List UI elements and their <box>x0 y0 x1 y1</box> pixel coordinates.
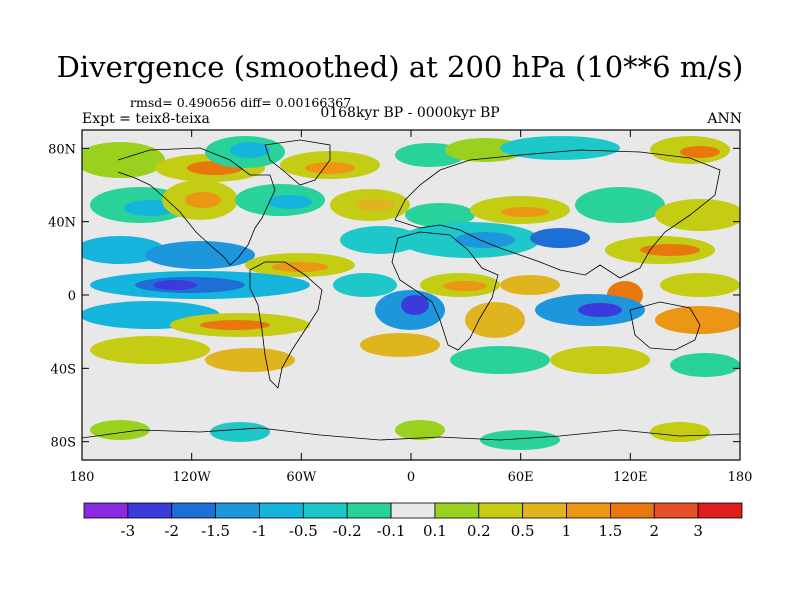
colorbar-label: 1 <box>562 522 572 540</box>
colorbar-swatch <box>566 502 611 519</box>
field-patch <box>680 146 720 158</box>
colorbar-label: -0.2 <box>333 522 362 540</box>
colorbar-label: -0.5 <box>289 522 318 540</box>
field-patch <box>145 241 255 269</box>
y-tick-label: 40S <box>51 362 76 377</box>
coastlines <box>82 139 740 441</box>
y-tick-label: 80N <box>48 142 76 157</box>
x-tick-label: 180 <box>70 470 95 485</box>
y-tick-label: 40N <box>48 216 76 231</box>
season-label: ANN <box>707 111 742 127</box>
x-tick-label: 120W <box>173 470 212 485</box>
stats-label: rmsd= 0.490656 diff= 0.00166367 <box>130 95 352 110</box>
field-patch <box>500 275 560 295</box>
period-label: 0168kyr BP - 0000kyr BP <box>320 105 500 121</box>
colorbar-label: 1.5 <box>598 522 622 540</box>
field-patch <box>500 136 620 160</box>
field-patch <box>465 302 525 338</box>
colorbar-label: 0.1 <box>423 522 447 540</box>
field-patch <box>660 273 740 297</box>
field-patch <box>405 203 475 227</box>
field-patch <box>650 422 710 442</box>
field-patch <box>443 281 487 291</box>
field-patch <box>90 336 210 364</box>
colorbar-swatch <box>302 502 348 519</box>
field-patch <box>333 273 397 297</box>
field-patch <box>655 306 740 334</box>
x-tick-label: 0 <box>407 470 415 485</box>
x-tick-label: 60W <box>286 470 317 485</box>
colorbar-swatch <box>127 502 173 519</box>
field-patch <box>340 226 420 254</box>
field-patch <box>575 187 665 223</box>
field-patch <box>355 199 395 211</box>
field-patch <box>450 346 550 374</box>
colorbar-label: 0.5 <box>511 522 535 540</box>
colorbar-swatch <box>346 502 392 519</box>
colorbar-swatch <box>697 502 743 519</box>
field-patch <box>268 195 312 209</box>
map-axes: 180 120W 60W 0 60E 120E 180 80N 40N 0 40S 80S <box>48 130 752 485</box>
field-patch <box>360 333 440 357</box>
field-patch <box>82 142 165 178</box>
eurasia-coast <box>394 149 721 279</box>
field-patch <box>272 262 328 272</box>
colorbar-swatch <box>215 502 260 519</box>
colorbar-swatch <box>610 502 655 519</box>
field-patch <box>530 228 590 248</box>
colorbar-swatch <box>171 502 217 519</box>
colorbar-label: -2 <box>164 522 179 540</box>
colorbar-label: -3 <box>121 522 136 540</box>
colorbar-swatch <box>83 502 129 519</box>
plot-title: Divergence (smoothed) at 200 hPa (10**6 … <box>56 50 744 84</box>
field-patch <box>501 207 549 217</box>
field-patch <box>82 236 165 264</box>
greenland-coast <box>264 139 331 186</box>
field-patch <box>455 232 515 248</box>
field-patch <box>153 280 197 290</box>
colorbar-label: -1 <box>252 522 267 540</box>
y-tick-label: 0 <box>68 289 76 304</box>
colorbar-swatch <box>390 502 436 519</box>
divergence-field <box>82 130 740 460</box>
colorbar-label: 2 <box>649 522 659 540</box>
x-tick-label: 120E <box>613 470 647 485</box>
colorbar-swatch <box>259 502 304 519</box>
field-patch <box>655 199 740 231</box>
field-patch <box>670 353 740 377</box>
colorbar-swatch <box>434 502 480 519</box>
field-patch <box>480 430 560 450</box>
field-patch <box>305 162 355 174</box>
field-patch <box>578 303 622 317</box>
colorbar-label: -1.5 <box>201 522 230 540</box>
field-patch <box>210 422 270 442</box>
experiment-label: Expt = teix8-teixa <box>82 111 210 127</box>
colorbar: -3 -2 -1.5 -1 -0.5 -0.2 -0.1 0.1 0.2 0.5 1 1.5 2 3 <box>83 502 743 540</box>
colorbar-swatch <box>522 502 567 519</box>
africa-coast <box>391 231 499 351</box>
colorbar-label: 0.2 <box>467 522 491 540</box>
north-america-coast <box>117 147 276 266</box>
field-patch <box>395 420 445 440</box>
field-patch <box>640 244 700 256</box>
colorbar-swatch <box>478 502 524 519</box>
field-patch <box>230 142 270 158</box>
colorbar-label: -0.1 <box>377 522 406 540</box>
y-tick-label: 80S <box>51 436 76 451</box>
antarctica-coast <box>82 427 740 441</box>
x-tick-label: 60E <box>508 470 534 485</box>
field-patch <box>185 192 221 208</box>
colorbar-swatch <box>653 502 699 519</box>
south-america-coast <box>249 261 323 389</box>
x-tick-label: 180 <box>728 470 753 485</box>
field-patch <box>205 348 295 372</box>
field-patch <box>550 346 650 374</box>
australia-coast <box>629 301 701 351</box>
field-patch <box>401 295 429 315</box>
field-patch <box>200 320 270 330</box>
colorbar-label: 3 <box>693 522 703 540</box>
